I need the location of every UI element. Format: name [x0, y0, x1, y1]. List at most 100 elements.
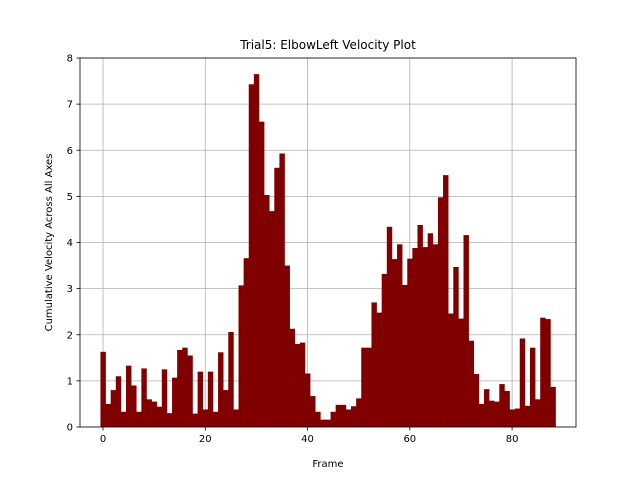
y-tick-label: 2	[67, 330, 73, 341]
bar-frame-62	[417, 224, 423, 427]
bar-frame-64	[427, 233, 434, 427]
bar-frame-2	[110, 390, 117, 427]
bar-frame-11	[156, 406, 163, 427]
bar-frame-1	[105, 403, 111, 427]
bar-frame-19	[197, 371, 204, 427]
bar-frame-36	[284, 265, 290, 427]
bar-frame-27	[238, 285, 244, 427]
bar-frame-77	[494, 401, 500, 427]
bar-frame-16	[182, 347, 188, 427]
bar-frame-24	[223, 390, 229, 427]
bars	[100, 74, 556, 428]
bar-frame-88	[550, 386, 556, 427]
bar-frame-66	[437, 197, 444, 427]
bar-frame-50	[356, 398, 362, 427]
bar-frame-84	[529, 347, 536, 427]
bar-frame-79	[504, 391, 510, 427]
bar-frame-26	[233, 409, 239, 427]
bar-frame-69	[453, 266, 459, 427]
bar-frame-5	[126, 365, 132, 427]
bar-frame-60	[407, 258, 413, 427]
y-tick-label: 6	[67, 146, 73, 157]
bar-frame-28	[243, 258, 250, 427]
bar-frame-0	[100, 351, 106, 427]
x-tick-label: 60	[403, 434, 416, 445]
bar-frame-42	[315, 411, 321, 427]
y-axis-label: Cumulative Velocity Across All Axes	[44, 154, 55, 332]
bar-frame-39	[299, 342, 306, 427]
bar-frame-47	[340, 404, 347, 427]
bar-frame-48	[345, 409, 352, 427]
bar-frame-3	[115, 376, 122, 427]
grid-lines	[80, 57, 576, 428]
bar-frame-87	[545, 319, 551, 427]
bar-frame-8	[141, 368, 147, 427]
bar-frame-81	[514, 408, 521, 427]
bar-frame-44	[325, 419, 331, 427]
bar-frame-22	[212, 411, 219, 427]
bar-frame-7	[136, 411, 142, 427]
bar-frame-23	[218, 352, 224, 427]
bar-frame-83	[524, 405, 531, 427]
bar-frame-43	[320, 419, 326, 427]
bar-frame-54	[376, 312, 382, 427]
bar-frame-38	[294, 343, 301, 427]
bar-frame-35	[279, 153, 285, 427]
y-tick-label: 7	[67, 100, 73, 111]
x-tick-label: 40	[301, 434, 314, 445]
bar-frame-20	[202, 409, 209, 427]
y-tick-label: 0	[67, 423, 73, 434]
x-axis-ticks: 0 20 40 60 80	[100, 427, 518, 445]
bar-frame-75	[483, 389, 490, 427]
bar-frame-53	[371, 302, 377, 427]
bar-frame-70	[458, 318, 464, 427]
x-tick-label: 0	[100, 434, 106, 445]
bar-frame-37	[289, 328, 296, 427]
x-axis-label: Frame	[312, 459, 343, 470]
bar-frame-56	[386, 226, 393, 427]
bar-frame-13	[166, 413, 173, 427]
bar-frame-10	[151, 401, 158, 427]
bar-frame-32	[264, 194, 270, 427]
bar-frame-82	[519, 338, 526, 427]
bar-frame-31	[258, 121, 265, 427]
bar-frame-12	[161, 369, 168, 427]
bar-frame-74	[478, 403, 485, 427]
bar-frame-68	[448, 313, 454, 427]
bar-frame-18	[192, 413, 198, 427]
y-tick-label: 1	[67, 376, 73, 387]
bar-frame-63	[422, 247, 429, 427]
bar-frame-72	[468, 340, 475, 427]
bar-frame-73	[473, 373, 480, 427]
bar-frame-21	[207, 371, 214, 427]
bar-frame-86	[540, 317, 546, 427]
bar-frame-45	[330, 411, 336, 427]
bar-frame-61	[412, 248, 418, 427]
bar-frame-58	[397, 244, 403, 427]
bar-frame-65	[432, 244, 439, 427]
y-tick-label: 8	[67, 54, 73, 65]
bar-frame-30	[253, 74, 260, 428]
y-tick-label: 5	[67, 192, 73, 203]
bar-frame-14	[172, 377, 178, 427]
bar-frame-9	[146, 399, 152, 427]
bar-frame-80	[509, 409, 515, 427]
x-tick-label: 20	[199, 434, 212, 445]
bar-frame-46	[335, 404, 342, 427]
bar-frame-34	[274, 167, 280, 427]
chart-title: Trial5: ElbowLeft Velocity Plot	[239, 38, 416, 52]
bar-frame-41	[310, 396, 316, 427]
bar-frame-51	[361, 347, 367, 427]
bar-frame-55	[381, 273, 388, 427]
y-tick-label: 3	[67, 284, 73, 295]
bar-frame-40	[304, 373, 311, 427]
bar-frame-4	[120, 411, 127, 427]
bar-frame-33	[269, 211, 275, 427]
bar-frame-6	[131, 385, 137, 427]
bar-frame-17	[187, 355, 193, 427]
bar-frame-59	[402, 284, 408, 427]
bar-frame-67	[443, 175, 449, 427]
bar-frame-85	[535, 399, 541, 427]
bar-frame-71	[463, 235, 469, 427]
